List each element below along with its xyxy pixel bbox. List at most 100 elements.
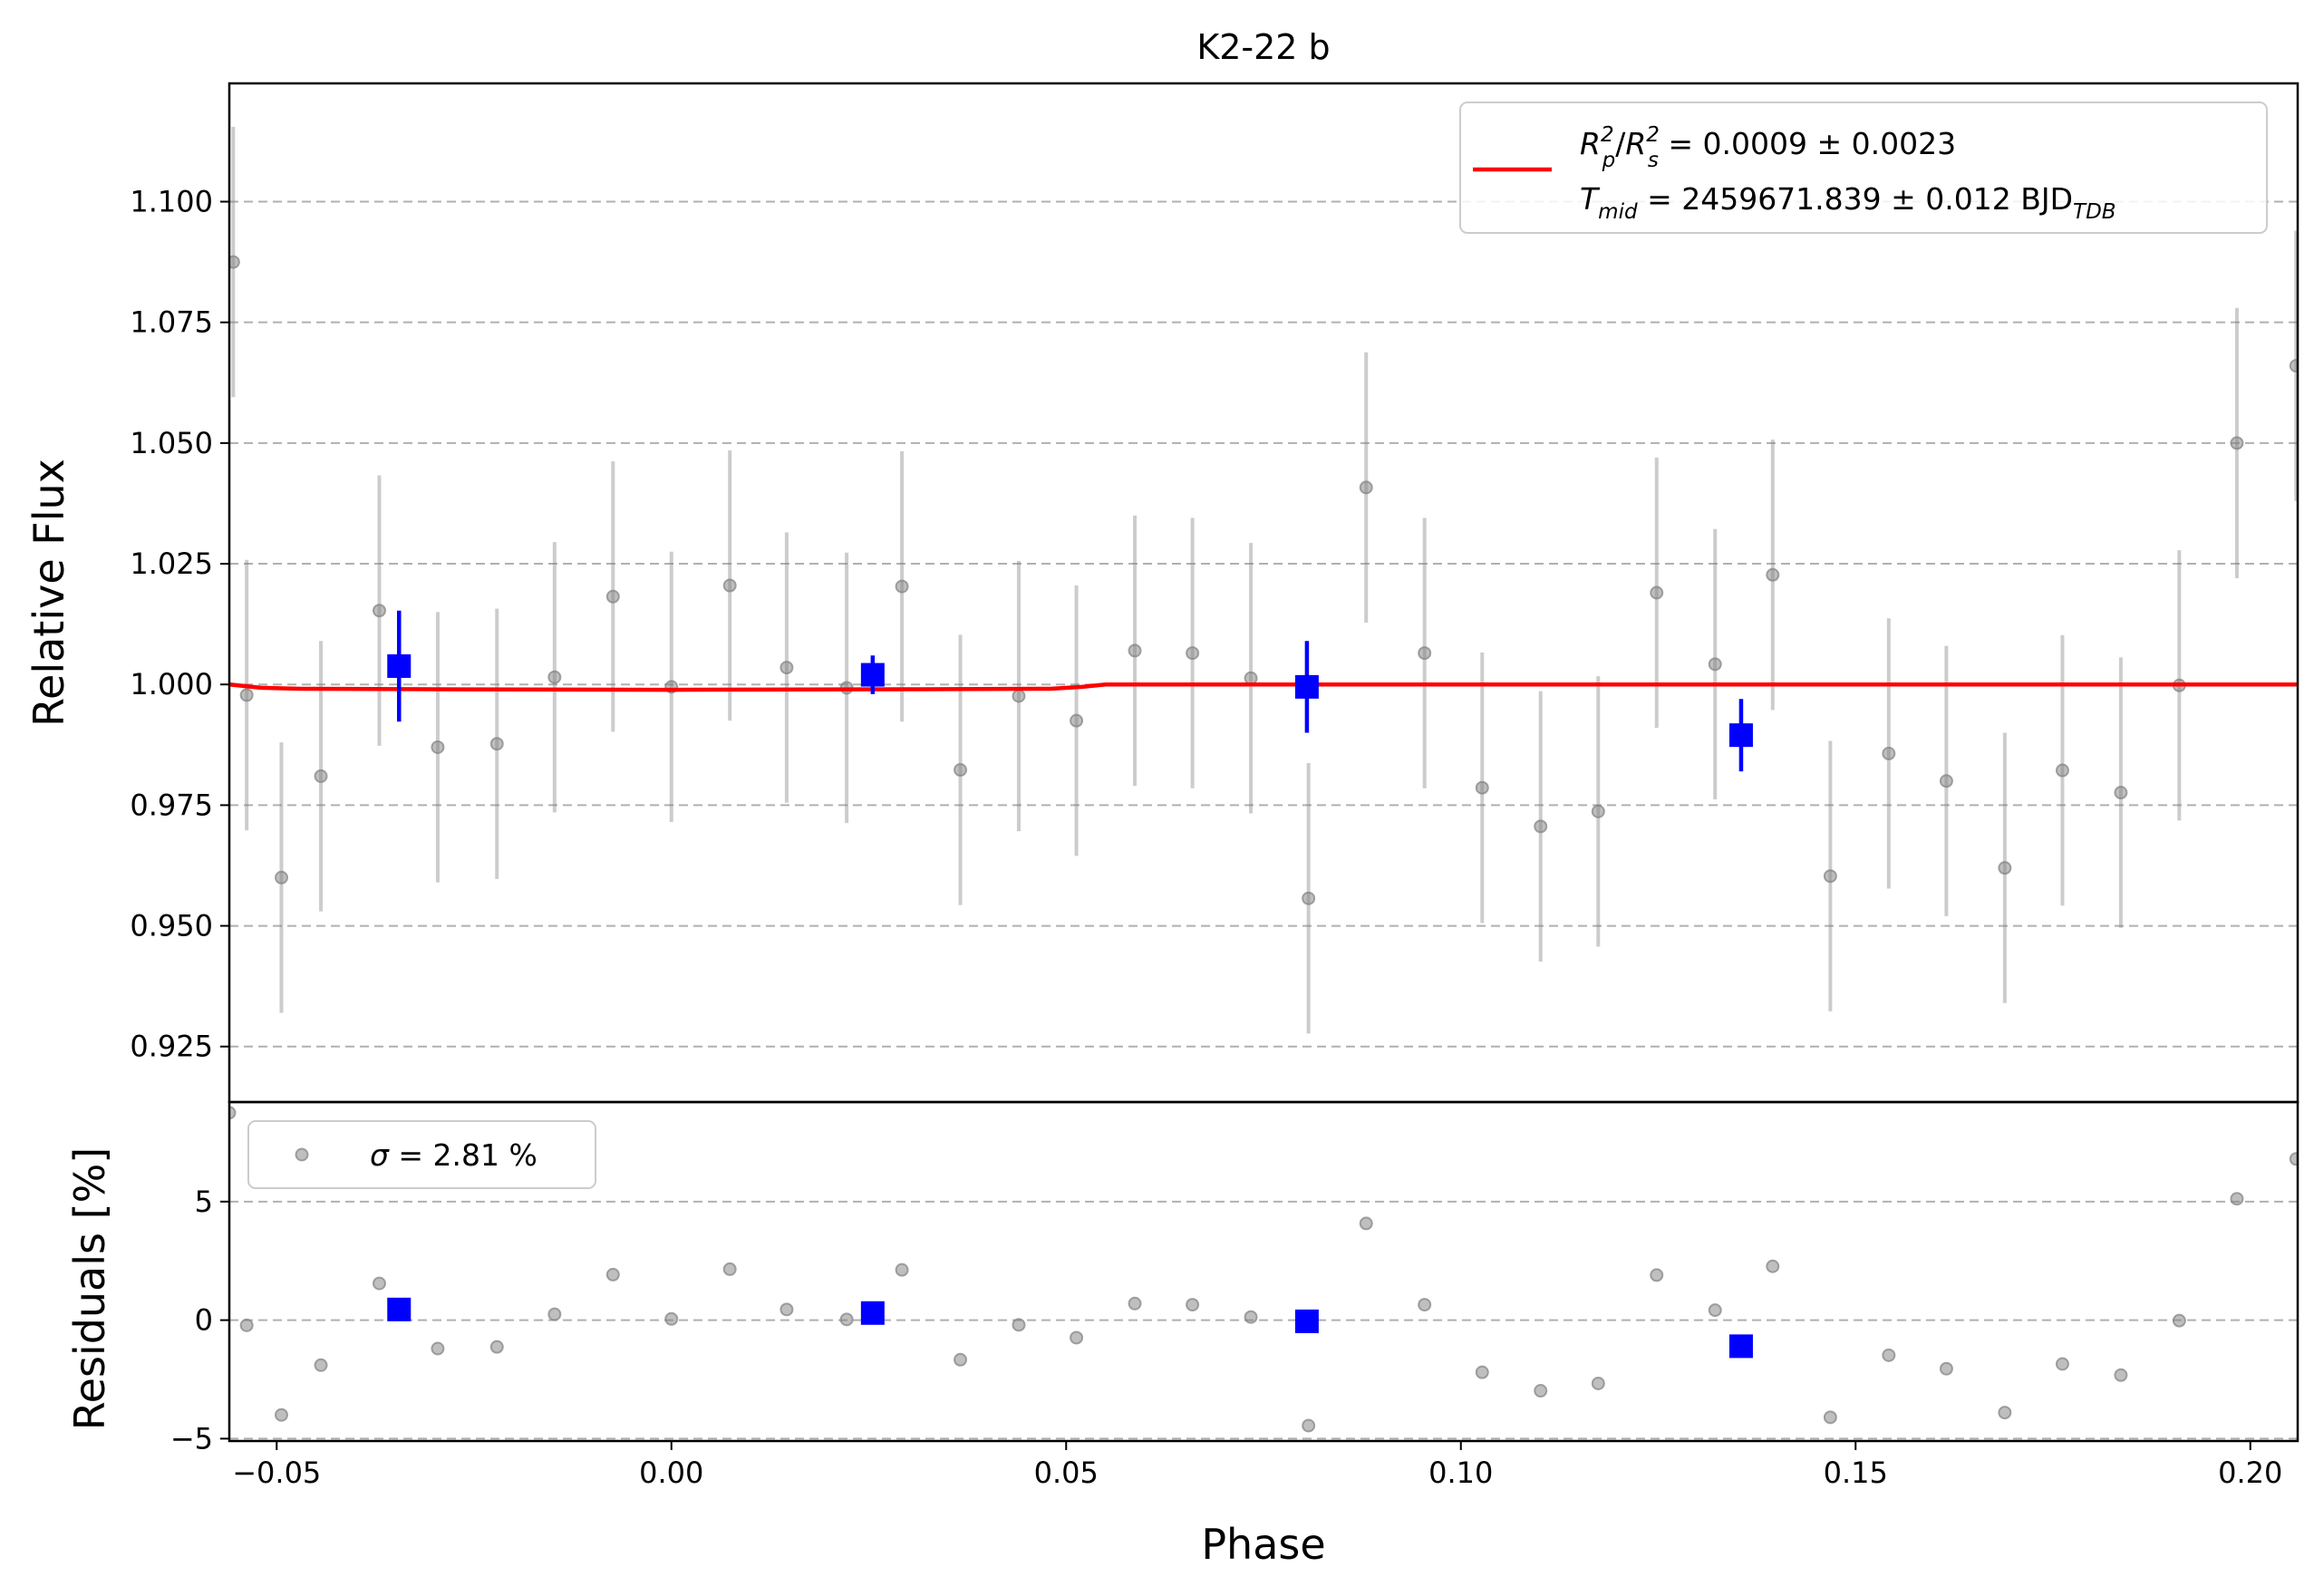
flux-data-point xyxy=(779,661,794,675)
residual-point xyxy=(1534,1384,1548,1398)
residuals-binned-point xyxy=(1294,1309,1319,1333)
flux-data-point xyxy=(1882,746,1896,760)
flux-data-point xyxy=(1475,780,1489,795)
residuals-binned-point xyxy=(387,1297,411,1321)
residual-point xyxy=(2114,1368,2128,1382)
transit-model-line xyxy=(229,682,2298,692)
flux-legend-box xyxy=(1459,102,2268,234)
flux-binned-point xyxy=(860,663,885,687)
flux-data-point xyxy=(431,740,445,754)
residual-point xyxy=(1998,1406,2012,1420)
residual-point xyxy=(1823,1410,1837,1425)
residual-point xyxy=(1244,1310,1258,1324)
residual-point xyxy=(1650,1268,1664,1282)
flux-data-point xyxy=(1650,585,1664,600)
residual-point xyxy=(1475,1365,1489,1379)
flux-legend-depth: R2 p/R2 s = 0.0009 ± 0.0023 xyxy=(1580,123,1956,172)
flux-data-point xyxy=(1998,861,2012,875)
flux-data-point xyxy=(1766,567,1780,582)
residual-point xyxy=(372,1276,386,1291)
residual-point xyxy=(1359,1216,1373,1231)
residual-point xyxy=(314,1358,328,1372)
residuals-legend: σ = 2.81 % xyxy=(247,1120,596,1189)
residual-point xyxy=(1708,1303,1722,1318)
chart-title: K2-22 b xyxy=(1196,27,1330,67)
flux-legend-tmid: Tmid = 2459671.839 ± 0.012 BJDTDB xyxy=(1580,181,2116,224)
residual-point xyxy=(1766,1259,1780,1273)
residual-point xyxy=(1882,1348,1896,1362)
flux-data-point xyxy=(1534,819,1548,834)
flux-data-point xyxy=(1128,643,1142,658)
flux-data-point xyxy=(605,589,620,604)
flux-binned-point xyxy=(1728,723,1753,748)
flux-binned-point xyxy=(387,653,411,678)
flux-data-point xyxy=(1012,689,1026,703)
residual-point xyxy=(1591,1376,1605,1390)
residual-point xyxy=(779,1302,794,1317)
residual-point xyxy=(2055,1357,2069,1371)
residuals-legend-box xyxy=(247,1120,596,1189)
residual-point xyxy=(1939,1361,1953,1376)
residual-point xyxy=(229,1106,237,1120)
flux-data-point xyxy=(1186,646,1200,661)
x-tick-label: 0.05 xyxy=(1034,1456,1099,1490)
flux-y-tick-label: 0.975 xyxy=(130,788,213,822)
flux-data-point xyxy=(239,688,254,702)
flux-data-point xyxy=(1939,774,1953,788)
residuals-ticks: −5 0 5 −0.05 0.00 0.05 0.10 0.15 0.20 xyxy=(170,1185,2283,1490)
x-tick-label: 0.10 xyxy=(1428,1456,1493,1490)
residual-point xyxy=(547,1307,562,1321)
residuals-grid xyxy=(229,1200,2298,1440)
residual-point xyxy=(722,1262,737,1276)
residual-point xyxy=(1128,1296,1142,1311)
flux-data-point xyxy=(895,579,909,594)
flux-data-point xyxy=(372,604,386,618)
residuals-data xyxy=(229,1106,2298,1433)
flux-data-point xyxy=(2289,359,2298,373)
flux-data-point xyxy=(1244,671,1258,685)
residual-point xyxy=(2289,1152,2298,1166)
x-tick-label: 0.20 xyxy=(2218,1456,2282,1490)
flux-data xyxy=(229,126,2298,1034)
flux-data-point xyxy=(547,670,562,684)
residuals-legend-sigma: σ = 2.81 % xyxy=(370,1137,537,1173)
flux-data-point xyxy=(954,763,968,778)
flux-y-axis-label: Relative Flux xyxy=(24,459,73,727)
residuals-y-tick-label: 5 xyxy=(195,1185,213,1219)
flux-data-point xyxy=(1302,891,1316,905)
residual-point xyxy=(664,1311,679,1326)
residuals-legend-marker xyxy=(295,1147,309,1162)
flux-data-point xyxy=(1418,646,1432,661)
flux-y-tick-label: 1.025 xyxy=(130,547,213,581)
residuals-binned-point xyxy=(860,1301,885,1325)
residual-point xyxy=(839,1312,854,1327)
flux-data-point xyxy=(2055,763,2069,778)
flux-data-point xyxy=(2114,786,2128,800)
flux-data-point xyxy=(229,255,240,269)
flux-y-tick-label: 1.100 xyxy=(130,185,213,219)
residual-point xyxy=(605,1267,620,1282)
flux-data-point xyxy=(1070,713,1084,728)
residual-point xyxy=(1012,1318,1026,1332)
residual-point xyxy=(489,1340,504,1354)
flux-y-tick-label: 1.075 xyxy=(130,305,213,340)
flux-data-point xyxy=(1823,869,1837,884)
flux-panel: 0.925 0.950 0.975 1.000 1.025 1.050 1.075 1.100… xyxy=(24,27,2299,1104)
residual-point xyxy=(2172,1313,2186,1328)
residual-point xyxy=(1070,1330,1084,1345)
x-axis-label: Phase xyxy=(1201,1520,1325,1569)
flux-y-tick-label: 1.000 xyxy=(130,667,213,701)
flux-data-point xyxy=(314,769,328,783)
residual-point xyxy=(2230,1192,2244,1206)
residual-point xyxy=(1418,1298,1432,1312)
residuals-panel: −5 0 5 −0.05 0.00 0.05 0.10 0.15 0.20 Residuals … xyxy=(65,1100,2299,1569)
flux-y-ticks: 0.925 0.950 0.975 1.000 1.025 1.050 1.075 1.100 xyxy=(130,185,229,1064)
flux-binned-point xyxy=(1294,674,1319,699)
flux-data-point xyxy=(1708,657,1722,672)
flux-y-tick-label: 0.950 xyxy=(130,909,213,943)
residual-point xyxy=(1186,1298,1200,1312)
flux-data-point xyxy=(1591,804,1605,818)
x-tick-label: 0.15 xyxy=(1824,1456,1888,1490)
residual-point xyxy=(954,1352,968,1367)
